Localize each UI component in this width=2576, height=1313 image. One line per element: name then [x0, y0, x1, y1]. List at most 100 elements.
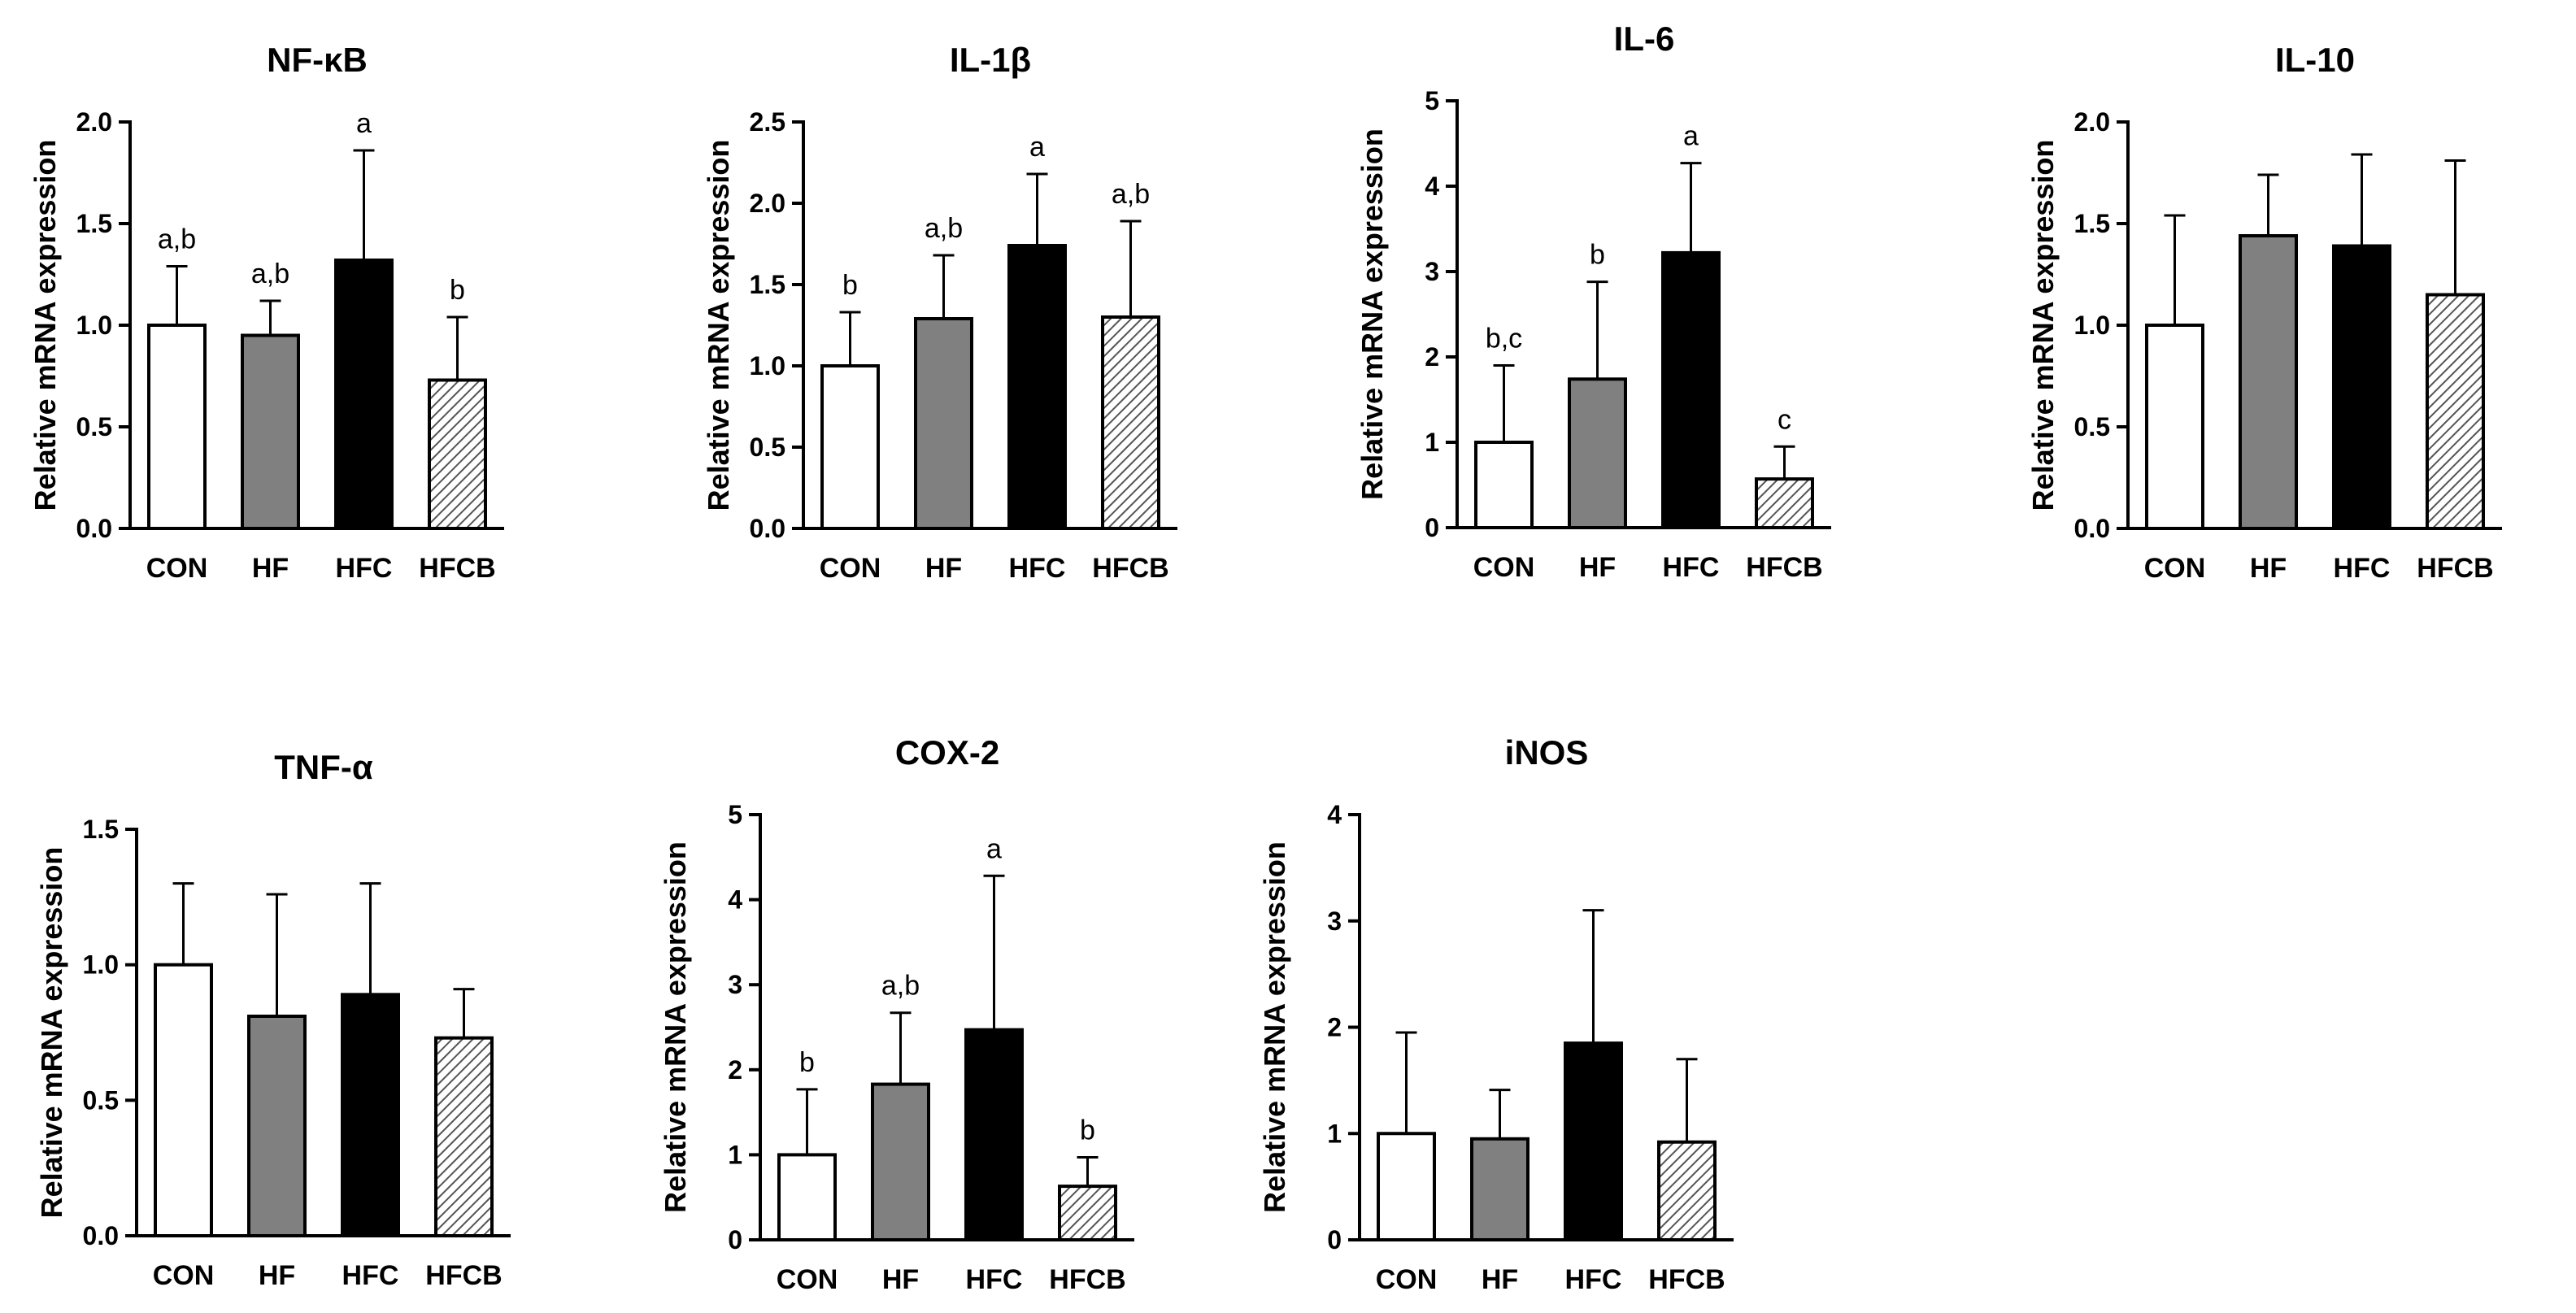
- significance-label-hfc: a: [1683, 121, 1699, 152]
- x-tick-label-hf: HF: [882, 1264, 919, 1295]
- bar-hfc: [2332, 244, 2391, 530]
- y-tick-label: 4: [1425, 172, 1439, 201]
- significance-label-con: a,b: [158, 224, 196, 255]
- significance-label-hf: a,b: [925, 213, 963, 244]
- chart-title: IL-10: [2275, 41, 2355, 79]
- x-tick-label-hfcb: HFCB: [1049, 1264, 1125, 1295]
- bar-hfc: [341, 993, 400, 1238]
- y-tick-label: 1: [1425, 428, 1439, 457]
- bar-hfc: [334, 259, 394, 530]
- y-tick-label: 1.0: [2074, 311, 2110, 340]
- y-tick-label: 2: [1425, 342, 1439, 372]
- x-tick-label-hf: HF: [259, 1260, 295, 1291]
- bar-hfcb: [1058, 1185, 1117, 1242]
- y-tick-label: 0.0: [83, 1221, 119, 1250]
- y-tick-label: 1.5: [2074, 209, 2110, 238]
- bar-hfc: [964, 1028, 1024, 1241]
- chart-il-1b: IL-1β Relative mRNA expression 0.0 0.5 1.0 1.…: [702, 41, 1177, 584]
- y-tick-label: 3: [1425, 257, 1439, 286]
- chart-title: iNOS: [1505, 733, 1589, 772]
- x-tick-label-con: CON: [1376, 1264, 1438, 1295]
- y-tick-label: 1.0: [76, 311, 112, 340]
- x-tick-label-hfc: HFC: [1009, 553, 1066, 584]
- y-tick-label: 0: [1425, 513, 1439, 542]
- y-tick-label: 1.0: [750, 351, 785, 380]
- chart-cox-2: COX-2 Relative mRNA expression 0 1 2 3 4 5 b CON a…: [659, 733, 1134, 1295]
- x-tick-label-hfc: HFC: [342, 1260, 399, 1291]
- bar-hfcb: [434, 1036, 494, 1237]
- x-tick-label-hf: HF: [1482, 1264, 1518, 1295]
- x-tick-label-hfc: HFC: [1663, 552, 1720, 583]
- bar-con: [820, 364, 880, 530]
- y-tick-label: 5: [728, 800, 742, 829]
- x-tick-label-con: CON: [153, 1260, 215, 1291]
- x-tick-label-hf: HF: [925, 553, 962, 584]
- bar-hf: [871, 1082, 930, 1242]
- y-tick-label: 0.5: [83, 1085, 119, 1115]
- y-tick-label: 1.5: [83, 815, 119, 844]
- y-tick-label: 0.0: [2074, 514, 2110, 543]
- y-tick-label: 3: [728, 970, 742, 999]
- x-tick-label-hfcb: HFCB: [1092, 553, 1168, 584]
- bar-hfcb: [1657, 1140, 1717, 1241]
- y-tick-label: 2: [728, 1055, 742, 1085]
- chart-nf-kb: NF-κB Relative mRNA expression 0.0 0.5 1.0 1.…: [28, 41, 504, 584]
- bar-hfc: [1661, 250, 1721, 529]
- bar-hf: [914, 317, 973, 530]
- y-tick-label: 0.5: [76, 412, 112, 441]
- chart-title: IL-6: [1614, 20, 1675, 58]
- chart-title: IL-1β: [950, 41, 1031, 79]
- bar-hf: [1568, 377, 1627, 529]
- x-tick-label-hfcb: HFCB: [425, 1260, 502, 1291]
- y-tick-label: 4: [728, 885, 742, 915]
- significance-label-hf: a,b: [881, 971, 920, 1002]
- x-tick-label-hfcb: HFCB: [2417, 553, 2493, 584]
- x-tick-label-con: CON: [2144, 553, 2206, 584]
- x-tick-label-con: CON: [1473, 552, 1535, 583]
- bar-con: [2145, 324, 2204, 530]
- y-tick-label: 1: [1327, 1119, 1342, 1148]
- x-tick-label-con: CON: [820, 553, 881, 584]
- significance-label-hfc: a: [356, 108, 372, 139]
- significance-label-hfc: a: [1029, 132, 1045, 163]
- x-tick-label-hfc: HFC: [966, 1264, 1023, 1295]
- y-tick-label: 1.5: [76, 209, 112, 238]
- y-tick-label: 2.5: [750, 107, 785, 137]
- y-axis-label: Relative mRNA expression: [1355, 128, 1389, 500]
- bar-hfc: [1564, 1041, 1623, 1242]
- bar-con: [147, 324, 207, 530]
- chart-title: COX-2: [895, 733, 999, 772]
- y-tick-label: 0.5: [2074, 412, 2110, 441]
- chart-inos: iNOS Relative mRNA expression 0 1 2 3 4 CON HF HF…: [1258, 733, 1734, 1295]
- significance-label-con: b,c: [1486, 324, 1522, 354]
- y-axis-label: Relative mRNA expression: [659, 841, 692, 1213]
- y-tick-label: 0.0: [750, 514, 785, 543]
- x-tick-label-hfc: HFC: [1565, 1264, 1622, 1295]
- significance-label-hf: a,b: [251, 259, 289, 289]
- x-tick-label-hf: HF: [252, 553, 289, 584]
- significance-label-con: b: [842, 270, 858, 301]
- significance-label-hf: b: [1590, 240, 1605, 271]
- x-tick-label-hfcb: HFCB: [1648, 1264, 1725, 1295]
- x-tick-label-con: CON: [777, 1264, 838, 1295]
- x-tick-label-hf: HF: [2250, 553, 2287, 584]
- bar-con: [154, 963, 213, 1237]
- bar-hf: [247, 1015, 307, 1237]
- x-tick-label-hfcb: HFCB: [1746, 552, 1822, 583]
- bar-hf: [241, 333, 300, 530]
- bar-hfcb: [1101, 315, 1160, 530]
- y-tick-label: 1.0: [83, 950, 119, 980]
- y-tick-label: 2: [1327, 1013, 1342, 1042]
- y-tick-label: 4: [1327, 800, 1342, 829]
- y-axis-label: Relative mRNA expression: [702, 140, 735, 511]
- significance-label-hfc: a: [986, 833, 1002, 864]
- bar-hfc: [1007, 244, 1067, 530]
- bar-hfcb: [428, 378, 487, 530]
- chart-il-10: IL-10 Relative mRNA expression 0.0 0.5 1.0 1.…: [2026, 41, 2502, 584]
- bar-hfcb: [1755, 477, 1814, 530]
- y-tick-label: 0.5: [750, 433, 785, 462]
- chart-tnf-a: TNF-α Relative mRNA expression 0.0 0.5 1.0 1.…: [35, 748, 511, 1291]
- chart-title: TNF-α: [274, 748, 373, 786]
- x-tick-label-hf: HF: [1579, 552, 1616, 583]
